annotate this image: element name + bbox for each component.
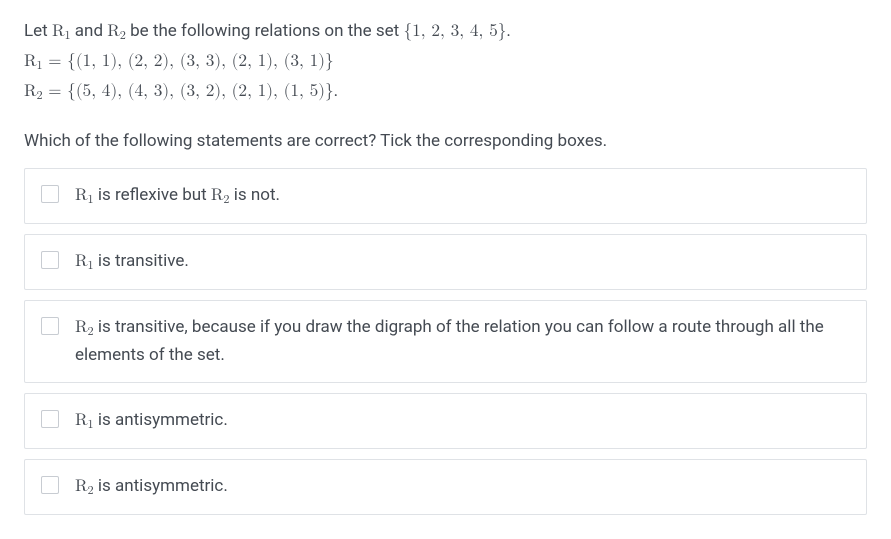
option-text: R1 is antisymmetric. [75, 407, 850, 435]
option-row[interactable]: R2 is antisymmetric. [24, 459, 867, 515]
equals: = [43, 53, 68, 70]
text: . [506, 21, 510, 41]
prompt-line-1: Let R1 and R2 be the following relations… [24, 18, 867, 46]
checkbox[interactable] [41, 410, 59, 428]
set-literal: {(5, 4), (4, 3), (3, 2), (2, 1), (1, 5)} [67, 83, 334, 100]
option-row[interactable]: R1 is antisymmetric. [24, 393, 867, 449]
option-text: R2 is antisymmetric. [75, 473, 850, 501]
symbol: R [211, 187, 224, 204]
set-literal: {1, 2, 3, 4, 5} [403, 23, 506, 40]
symbol: R [75, 319, 88, 336]
symbol: R [75, 253, 88, 270]
text: Let [24, 21, 52, 41]
checkbox[interactable] [41, 476, 59, 494]
checkbox[interactable] [41, 317, 59, 335]
text: is antisymmetric. [94, 410, 228, 430]
symbol-R1: R [52, 23, 65, 40]
options-list: R1 is reflexive but R2 is not. R1 is tra… [24, 168, 867, 514]
set-literal: {(1, 1), (2, 2), (3, 3), (2, 1), (3, 1)} [67, 53, 334, 70]
option-text: R2 is transitive, because if you draw th… [75, 314, 850, 368]
equals: = [43, 83, 68, 100]
text: is antisymmetric. [94, 476, 228, 496]
symbol-R2: R [24, 83, 37, 100]
symbol: R [75, 412, 88, 429]
option-row[interactable]: R1 is reflexive but R2 is not. [24, 168, 867, 224]
text: is reflexive but [94, 185, 211, 205]
text: is not. [230, 185, 280, 205]
text: is transitive, because if you draw the d… [75, 317, 824, 365]
text: is transitive. [94, 251, 189, 271]
option-row[interactable]: R1 is transitive. [24, 234, 867, 290]
symbol-R1: R [24, 53, 37, 70]
checkbox[interactable] [41, 251, 59, 269]
option-text: R1 is transitive. [75, 248, 850, 276]
text: . [334, 81, 338, 101]
option-text: R1 is reflexive but R2 is not. [75, 182, 850, 210]
symbol: R [75, 187, 88, 204]
option-row[interactable]: R2 is transitive, because if you draw th… [24, 300, 867, 382]
symbol: R [75, 478, 88, 495]
checkbox[interactable] [41, 185, 59, 203]
question-card: Let R1 and R2 be the following relations… [0, 0, 891, 539]
text: be the following relations on the set [126, 21, 404, 41]
text: and [71, 21, 108, 41]
prompt-line-2: R1 = {(1, 1), (2, 2), (3, 3), (2, 1), (3… [24, 48, 867, 76]
question-text: Which of the following statements are co… [24, 128, 867, 154]
symbol-R2: R [107, 23, 120, 40]
prompt-line-3: R2 = {(5, 4), (4, 3), (3, 2), (2, 1), (1… [24, 78, 867, 106]
prompt-block: Let R1 and R2 be the following relations… [24, 18, 867, 106]
